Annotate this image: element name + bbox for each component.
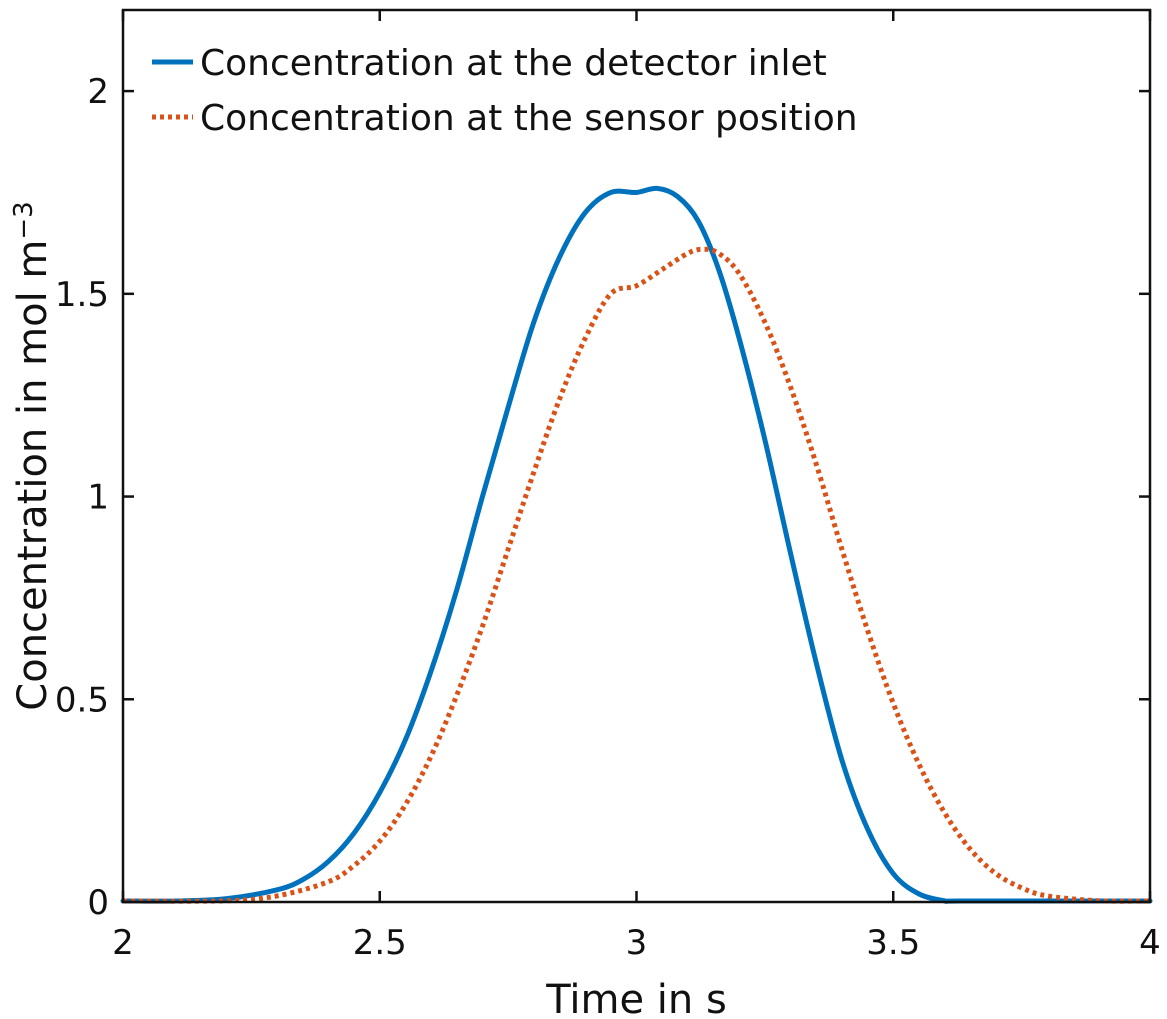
legend-label-sensor-position: Concentration at the sensor position: [200, 98, 858, 139]
x-tick-label: 2.5: [353, 923, 407, 963]
y-axis-ticks: 0 0.5 1 1.5 2: [55, 72, 1150, 923]
y-axis-title-superscript: −3: [9, 201, 39, 239]
x-axis-ticks: 2 2.5 3 3.5 4: [112, 10, 1161, 963]
y-tick-label: 1: [87, 478, 109, 518]
legend: Concentration at the detector inlet Conce…: [152, 43, 858, 139]
y-tick-label: 0.5: [55, 680, 109, 720]
series-line-detector-inlet: [120, 185, 1153, 904]
y-axis-title: Concentration in mol m−3: [9, 201, 56, 710]
series-layer: [120, 185, 1153, 904]
x-axis-title: Time in s: [545, 977, 727, 1019]
y-tick-label: 2: [87, 72, 109, 112]
x-tick-label: 3.5: [866, 923, 920, 963]
x-tick-label: 2: [112, 923, 134, 963]
plot-frame: [121, 8, 1152, 904]
y-tick-label: 0: [87, 883, 109, 923]
x-tick-label: 4: [1139, 923, 1161, 963]
legend-label-detector-inlet: Concentration at the detector inlet: [200, 43, 827, 84]
x-tick-label: 3: [626, 923, 648, 963]
y-axis-title-main: Concentration in mol m: [10, 240, 56, 711]
y-tick-label: 1.5: [55, 275, 109, 315]
series-line-sensor-position: [122, 246, 1151, 904]
